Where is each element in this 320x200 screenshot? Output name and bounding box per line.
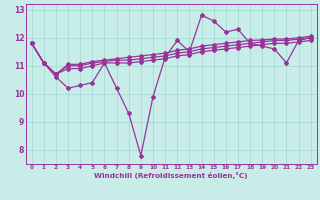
- X-axis label: Windchill (Refroidissement éolien,°C): Windchill (Refroidissement éolien,°C): [94, 172, 248, 179]
